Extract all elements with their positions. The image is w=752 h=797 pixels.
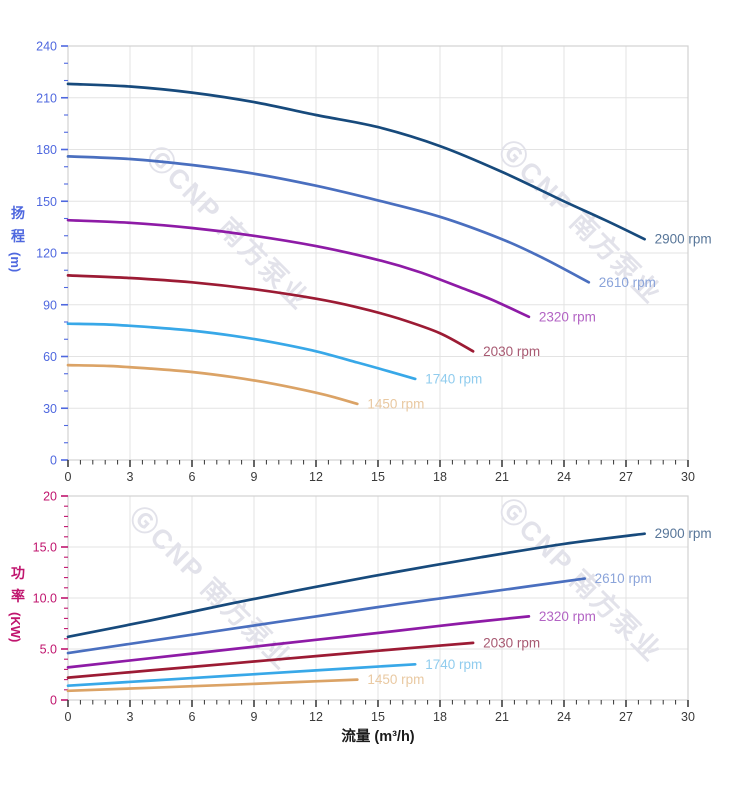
- x-tick-label: 21: [495, 710, 509, 724]
- series-curve: [66, 155, 591, 284]
- y-axis-title-char: 程: [11, 228, 25, 244]
- series-label: 1740 rpm: [425, 371, 482, 386]
- x-tick-label: 30: [681, 710, 695, 724]
- series-curve: [66, 363, 359, 406]
- series-label: 1740 rpm: [425, 657, 482, 672]
- x-tick-label: 27: [619, 710, 633, 724]
- x-tick-label: 18: [433, 710, 447, 724]
- y-axis-title-unit: (m): [8, 252, 23, 272]
- series-label: 2610 rpm: [599, 275, 656, 290]
- x-tick-label: 9: [251, 470, 258, 484]
- x-tick-label: 3: [127, 470, 134, 484]
- y-tick-label: 5.0: [40, 643, 57, 657]
- y-axis-title-char: 扬: [11, 205, 25, 221]
- x-tick-label: 30: [681, 470, 695, 484]
- x-tick-label: 6: [189, 470, 196, 484]
- series-curve: [66, 322, 417, 381]
- series-curve: [66, 577, 587, 655]
- y-axis-title-char: 功: [11, 565, 25, 581]
- y-tick-label: 90: [43, 298, 57, 312]
- series-label: 2320 rpm: [539, 309, 596, 324]
- series-label: 1450 rpm: [367, 396, 424, 411]
- y-tick-label: 10.0: [33, 592, 57, 606]
- x-tick-label: 18: [433, 470, 447, 484]
- x-tick-label: 24: [557, 470, 571, 484]
- y-tick-label: 0: [50, 694, 57, 708]
- y-tick-label: 60: [43, 350, 57, 364]
- x-tick-label: 6: [189, 710, 196, 724]
- series-curve: [66, 82, 646, 241]
- y-tick-label: 210: [36, 91, 57, 105]
- x-tick-label: 0: [65, 470, 72, 484]
- series-label: 2030 rpm: [483, 635, 540, 650]
- y-tick-label: 180: [36, 143, 57, 157]
- series-curve: [66, 218, 531, 319]
- y-axis-title-char: 率: [11, 588, 25, 604]
- series-curve: [66, 532, 646, 639]
- x-tick-label: 24: [557, 710, 571, 724]
- y-tick-label: 30: [43, 402, 57, 416]
- series-label: 2320 rpm: [539, 609, 596, 624]
- x-tick-label: 3: [127, 710, 134, 724]
- series-curve: [66, 274, 475, 353]
- series-curve: [66, 662, 417, 688]
- y-axis-title-unit: (KW): [8, 612, 23, 642]
- x-tick-label: 12: [309, 470, 323, 484]
- series-label: 2900 rpm: [655, 232, 712, 247]
- y-tick-label: 0: [50, 454, 57, 468]
- x-tick-label: 21: [495, 470, 509, 484]
- x-tick-label: 12: [309, 710, 323, 724]
- y-tick-label: 20: [43, 490, 57, 504]
- series-curve: [66, 678, 359, 693]
- x-axis-title: 流量 (m³/h): [341, 727, 414, 745]
- series-label: 2610 rpm: [595, 571, 652, 586]
- series-label: 2030 rpm: [483, 344, 540, 359]
- series-label: 2900 rpm: [655, 526, 712, 541]
- series-curve: [66, 641, 475, 679]
- x-tick-label: 27: [619, 470, 633, 484]
- series-label: 1450 rpm: [367, 672, 424, 687]
- y-tick-label: 15.0: [33, 541, 57, 555]
- x-tick-label: 15: [371, 470, 385, 484]
- x-tick-label: 15: [371, 710, 385, 724]
- x-tick-label: 9: [251, 710, 258, 724]
- watermark-text: ⒼCNP 南方泵业: [141, 140, 316, 315]
- y-tick-label: 150: [36, 195, 57, 209]
- y-tick-label: 120: [36, 247, 57, 261]
- y-tick-label: 240: [36, 40, 57, 54]
- x-tick-label: 0: [65, 710, 72, 724]
- series-curve: [66, 615, 531, 669]
